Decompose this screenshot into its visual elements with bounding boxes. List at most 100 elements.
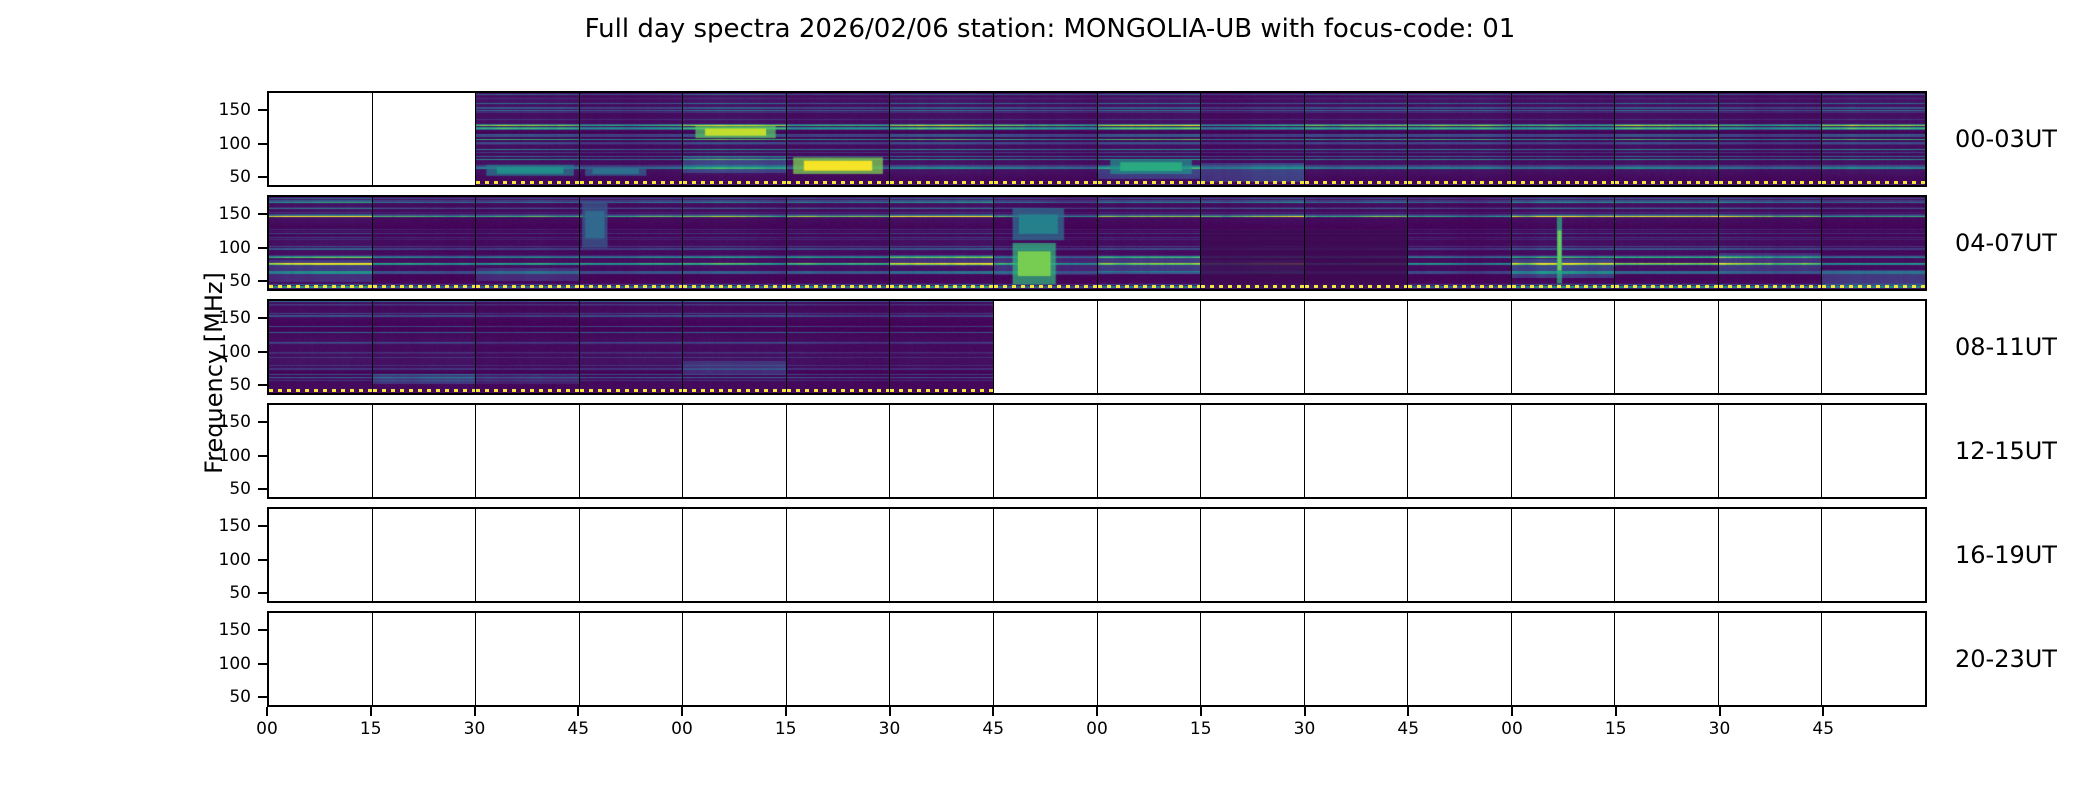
data-marker-dotted-line bbox=[1304, 285, 1408, 288]
spectrogram-panel bbox=[1096, 93, 1201, 185]
spectrogram-panel bbox=[371, 301, 476, 393]
spectrogram-panel bbox=[475, 93, 579, 185]
spectrogram-panel bbox=[1096, 509, 1201, 601]
spectrogram-canvas bbox=[269, 197, 372, 289]
x-tick-label: 00 bbox=[1086, 719, 1108, 739]
y-tick-label: 100 bbox=[218, 341, 251, 362]
x-tick-label: 30 bbox=[878, 719, 901, 739]
data-marker-dotted-line bbox=[890, 389, 993, 392]
data-marker-dotted-line bbox=[1822, 285, 1925, 288]
spectrogram-panel bbox=[1821, 93, 1925, 185]
spectrogram-canvas bbox=[372, 301, 476, 393]
y-tick-label: 150 bbox=[218, 412, 251, 433]
y-tick-mark bbox=[258, 350, 268, 353]
spectrogram-canvas bbox=[993, 197, 1097, 289]
spectrogram-panel bbox=[475, 301, 579, 393]
y-tick-label: 50 bbox=[229, 271, 251, 292]
x-tick-mark bbox=[681, 707, 683, 716]
data-marker-dotted-line bbox=[1822, 181, 1925, 184]
spectra-row-16-19ut: 150 100 50 16-19UT bbox=[219, 507, 2057, 603]
spectrogram-panel bbox=[578, 301, 683, 393]
data-marker-dotted-line bbox=[1097, 181, 1201, 184]
spectrogram-panel bbox=[1614, 405, 1718, 497]
spectrogram-canvas bbox=[1097, 197, 1201, 289]
y-tick-mark bbox=[258, 629, 268, 632]
data-marker-dotted-line bbox=[1718, 181, 1822, 184]
spectrogram-panel bbox=[992, 613, 1097, 705]
data-marker-dotted-line bbox=[1511, 181, 1615, 184]
spectrogram-panel bbox=[1614, 301, 1718, 393]
spectrogram-panel bbox=[578, 509, 683, 601]
spectrogram-panel bbox=[1303, 197, 1408, 289]
row-label: 16-19UT bbox=[1955, 541, 2057, 569]
spectrogram-panel bbox=[1096, 613, 1201, 705]
spectrogram-panel bbox=[578, 613, 683, 705]
spectrogram-canvas bbox=[1718, 93, 1822, 185]
plot-area: 150 100 50 00-03UT 150 100 50 04-07UT 150 100 50 08… bbox=[219, 91, 2057, 707]
spectrogram-canvas bbox=[1304, 93, 1408, 185]
spectrogram-panel bbox=[1407, 301, 1511, 393]
spectrogram-panel bbox=[785, 509, 890, 601]
y-tick-mark bbox=[258, 176, 268, 179]
row-label: 00-03UT bbox=[1955, 125, 2057, 153]
data-marker-dotted-line bbox=[1408, 285, 1511, 288]
spectrogram-panel bbox=[682, 93, 786, 185]
spectrogram-panel bbox=[785, 197, 890, 289]
spectrogram-canvas bbox=[579, 301, 683, 393]
y-tick-label: 50 bbox=[229, 479, 251, 500]
y-axis-label: Frequency [MHz] bbox=[200, 272, 228, 474]
spectrogram-panel bbox=[269, 509, 372, 601]
spectrogram-canvas bbox=[786, 93, 890, 185]
spectrogram-panel bbox=[889, 405, 993, 497]
data-marker-dotted-line bbox=[993, 181, 1097, 184]
spectrogram-panel bbox=[785, 405, 890, 497]
spectrogram-panel bbox=[1717, 197, 1822, 289]
spectrogram-canvas bbox=[476, 301, 579, 393]
spectrogram-panel bbox=[1717, 405, 1822, 497]
x-tick-mark bbox=[1614, 707, 1617, 716]
y-tick-mark bbox=[258, 421, 268, 424]
data-marker-dotted-line bbox=[476, 389, 579, 392]
y-tick-label: 150 bbox=[218, 620, 251, 641]
row-label: 08-11UT bbox=[1955, 333, 2057, 361]
spectrogram-panel bbox=[371, 93, 476, 185]
data-marker-dotted-line bbox=[1304, 181, 1408, 184]
data-marker-dotted-line bbox=[269, 285, 372, 288]
data-marker-dotted-line bbox=[683, 285, 786, 288]
spectrogram-panel bbox=[992, 197, 1097, 289]
spectrogram-canvas bbox=[786, 197, 890, 289]
spectra-row-20-23ut: 150 100 50 20-23UT bbox=[219, 611, 2057, 707]
x-tick-label: 30 bbox=[1708, 719, 1731, 739]
data-marker-dotted-line bbox=[786, 181, 890, 184]
panel-strip bbox=[269, 405, 1925, 497]
spectrogram-canvas bbox=[1615, 93, 1718, 185]
data-marker-dotted-line bbox=[579, 389, 683, 392]
spectrogram-panel bbox=[371, 405, 476, 497]
spectrogram-panel bbox=[1717, 93, 1822, 185]
spectrogram-canvas bbox=[786, 301, 890, 393]
spectrogram-canvas bbox=[1511, 93, 1615, 185]
x-tick-label: 15 bbox=[1604, 719, 1627, 739]
x-tick-mark bbox=[992, 707, 995, 716]
spectrogram-canvas bbox=[476, 93, 579, 185]
y-tick-mark bbox=[258, 592, 268, 595]
x-tick-mark bbox=[369, 707, 372, 716]
spectrogram-canvas bbox=[1718, 197, 1822, 289]
panel-strip bbox=[269, 613, 1925, 705]
y-tick-mark bbox=[258, 558, 268, 561]
y-tick-mark bbox=[258, 696, 268, 699]
spectrogram-canvas bbox=[1822, 197, 1925, 289]
panel-strip bbox=[269, 93, 1925, 185]
panel-strip bbox=[269, 301, 1925, 393]
x-tick-label: 15 bbox=[774, 719, 797, 739]
row-label: 04-07UT bbox=[1955, 229, 2057, 257]
y-tick-mark bbox=[258, 488, 268, 491]
spectrogram-panel bbox=[1821, 301, 1925, 393]
spectrogram-canvas bbox=[1304, 197, 1408, 289]
spectrogram-panel bbox=[682, 405, 786, 497]
spectrogram-panel bbox=[1200, 613, 1304, 705]
spectrogram-panel bbox=[1614, 197, 1718, 289]
spectrogram-canvas bbox=[1201, 93, 1304, 185]
spectrogram-panel bbox=[269, 301, 372, 393]
spectrogram-panel bbox=[1407, 197, 1511, 289]
